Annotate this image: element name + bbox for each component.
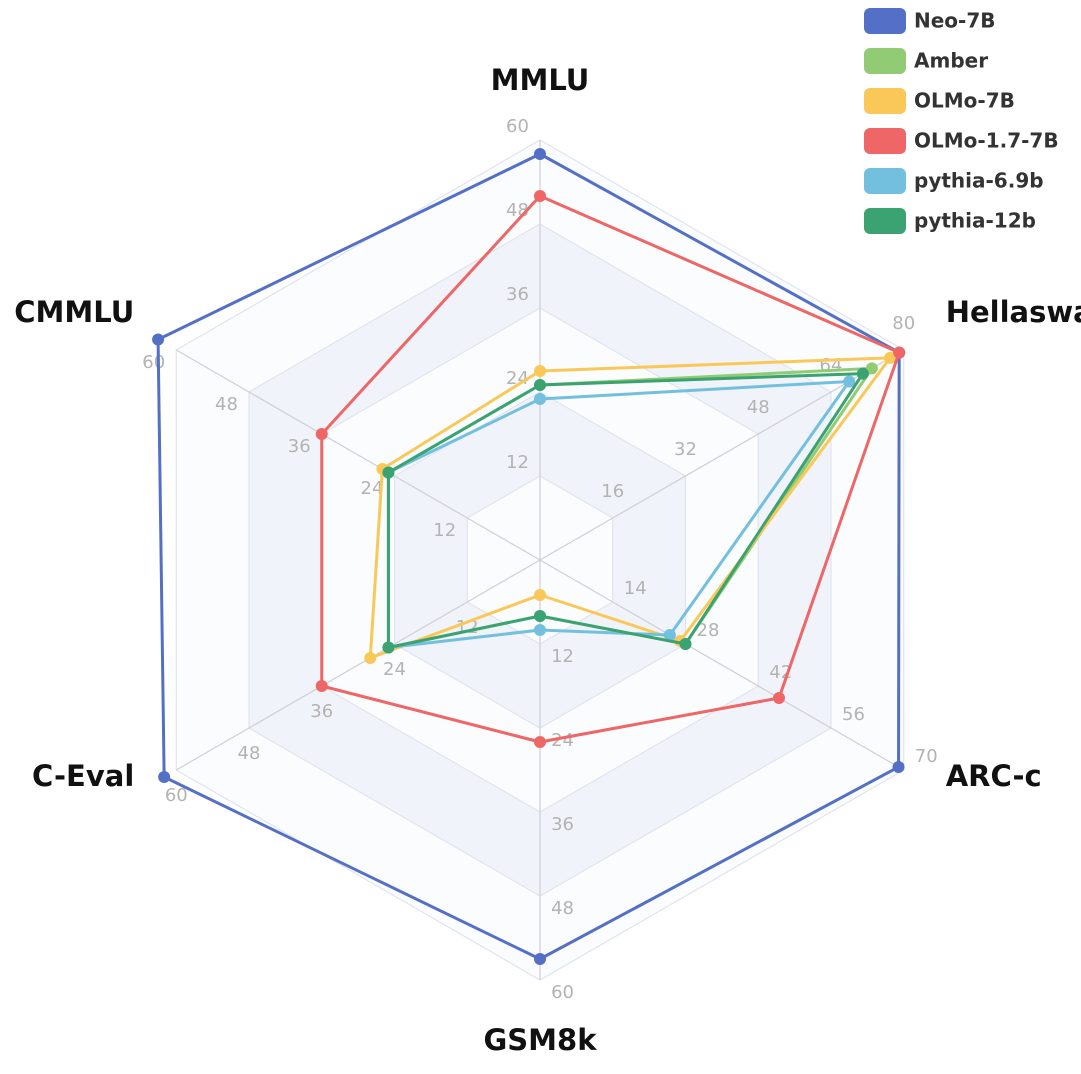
tick-label: 14 (624, 578, 647, 599)
data-point (892, 761, 905, 773)
tick-label: 16 (601, 481, 624, 502)
legend-item-olmo-1-7-7b[interactable]: OLMo-1.7-7B (864, 128, 1059, 154)
tick-label: 12 (433, 520, 456, 541)
data-point (865, 362, 878, 375)
data-point (534, 589, 546, 601)
tick-label: 24 (383, 659, 406, 680)
tick-label: 70 (915, 746, 938, 767)
legend-label: OLMo-1.7-7B (914, 129, 1059, 153)
legend-swatch (864, 48, 906, 74)
tick-label: 24 (551, 730, 574, 751)
axis-line-c-eval (175, 559, 541, 771)
data-point (382, 641, 395, 654)
legend-item-amber[interactable]: Amber (864, 48, 988, 74)
data-point (158, 771, 171, 783)
axis-line-arc-c (539, 559, 905, 771)
tick-label: 36 (288, 436, 311, 457)
tick-label: 12 (506, 452, 529, 473)
tick-label: 24 (506, 368, 529, 389)
data-point (534, 736, 546, 748)
tick-label: 64 (820, 355, 843, 376)
axis-line-hellaswag (539, 349, 905, 561)
data-point (534, 379, 546, 391)
legend-swatch (864, 208, 906, 234)
axis-line-cmmlu (175, 349, 541, 561)
legend-swatch (864, 88, 906, 114)
series-olmo-1-7-7b (315, 190, 906, 748)
data-point (534, 365, 546, 377)
series-group (152, 148, 906, 965)
data-point (534, 953, 546, 965)
data-point (663, 629, 676, 641)
legend-label: Neo-7B (914, 9, 996, 33)
legend-item-pythia-12b[interactable]: pythia-12b (864, 208, 1036, 234)
legend-label: Amber (914, 49, 988, 73)
data-point (679, 638, 692, 650)
data-point (534, 610, 546, 622)
data-point (534, 624, 546, 636)
data-point (884, 351, 897, 364)
tick-label: 24 (361, 478, 384, 499)
tick-label: 28 (697, 620, 720, 641)
axis-label-cmmlu: CMMLU (14, 295, 134, 329)
data-point (773, 692, 786, 704)
data-point (534, 393, 546, 405)
tick-label: 48 (238, 743, 261, 764)
legend-item-neo-7b[interactable]: Neo-7B (864, 8, 996, 34)
legend-item-olmo-7b[interactable]: OLMo-7B (864, 88, 1015, 114)
series-olmo-7b (364, 351, 897, 664)
tick-label: 32 (674, 439, 697, 460)
legend: Neo-7B Amber OLMo-7B OLMo-1.7-7B pythia-6.9b… (864, 8, 1059, 234)
axis-label-gsm8k: GSM8k (483, 1023, 597, 1057)
data-point (382, 466, 395, 479)
series-pythia-12b (382, 367, 869, 654)
tick-label: 60 (551, 982, 574, 1003)
legend-swatch (864, 128, 906, 154)
data-point (856, 367, 869, 380)
axis-label-c-eval: C-Eval (32, 759, 134, 793)
tick-label: 48 (551, 898, 574, 919)
tick-label: 36 (310, 701, 333, 722)
data-point (893, 346, 906, 359)
data-point (315, 680, 328, 692)
legend-label: OLMo-7B (914, 89, 1015, 113)
tick-label: 60 (142, 352, 165, 373)
tick-labels: 1224364860163248648014284256701224364860… (142, 116, 937, 1003)
tick-label: 36 (551, 814, 574, 835)
tick-label: 48 (747, 397, 770, 418)
data-point (843, 375, 856, 388)
axis-label-mmlu: MMLU (491, 63, 590, 97)
tick-label: 56 (842, 704, 865, 725)
tick-label: 60 (165, 785, 188, 806)
legend-label: pythia-12b (914, 209, 1036, 233)
tick-label: 48 (215, 394, 238, 415)
data-point (534, 190, 546, 202)
tick-label: 80 (892, 313, 915, 334)
axis-label-hellaswag: Hellaswag (946, 295, 1081, 329)
axis-label-arc-c: ARC-c (946, 759, 1042, 793)
legend-swatch (864, 8, 906, 34)
legend-item-pythia-6-9b[interactable]: pythia-6.9b (864, 168, 1044, 194)
data-point (152, 333, 165, 346)
data-point (364, 652, 377, 664)
tick-label: 12 (551, 646, 574, 667)
tick-label: 36 (506, 284, 529, 305)
axis-labels: MMLU Hellaswag ARC-c GSM8k C-Eval CMMLU (14, 63, 1081, 1057)
data-point (534, 148, 546, 160)
data-point (315, 428, 328, 440)
legend-swatch (864, 168, 906, 194)
legend-label: pythia-6.9b (914, 169, 1044, 193)
tick-label: 60 (506, 116, 529, 137)
